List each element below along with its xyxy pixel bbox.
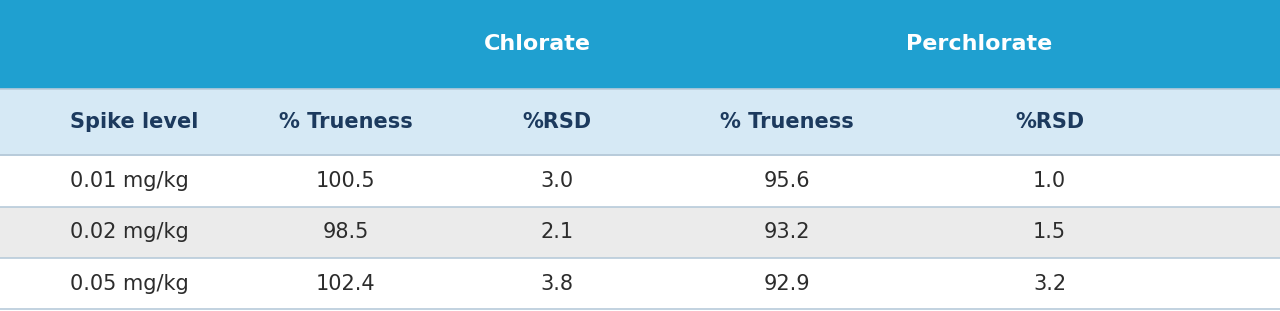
Bar [0, 0, 1280, 89]
Text: Chlorate: Chlorate [484, 34, 591, 54]
Bar [0, 258, 1280, 309]
Text: Spike level: Spike level [70, 112, 198, 132]
Text: 3.0: 3.0 [540, 171, 573, 191]
Text: 100.5: 100.5 [316, 171, 375, 191]
Text: Perchlorate: Perchlorate [906, 34, 1052, 54]
Bar [0, 156, 1280, 207]
Text: 92.9: 92.9 [764, 274, 810, 294]
Text: %RSD: %RSD [1015, 112, 1084, 132]
Text: 3.8: 3.8 [540, 274, 573, 294]
Text: 95.6: 95.6 [764, 171, 810, 191]
Bar [0, 207, 1280, 258]
Text: 3.2: 3.2 [1033, 274, 1066, 294]
Text: 0.01 mg/kg: 0.01 mg/kg [70, 171, 189, 191]
Text: %RSD: %RSD [522, 112, 591, 132]
Text: 1.5: 1.5 [1033, 222, 1066, 243]
Text: 1.0: 1.0 [1033, 171, 1066, 191]
Text: 0.05 mg/kg: 0.05 mg/kg [70, 274, 189, 294]
Text: % Trueness: % Trueness [279, 112, 412, 132]
Text: 102.4: 102.4 [316, 274, 375, 294]
Text: 98.5: 98.5 [323, 222, 369, 243]
Text: 2.1: 2.1 [540, 222, 573, 243]
Text: 93.2: 93.2 [764, 222, 810, 243]
Text: % Trueness: % Trueness [721, 112, 854, 132]
Text: 0.02 mg/kg: 0.02 mg/kg [70, 222, 189, 243]
Bar [0, 89, 1280, 156]
